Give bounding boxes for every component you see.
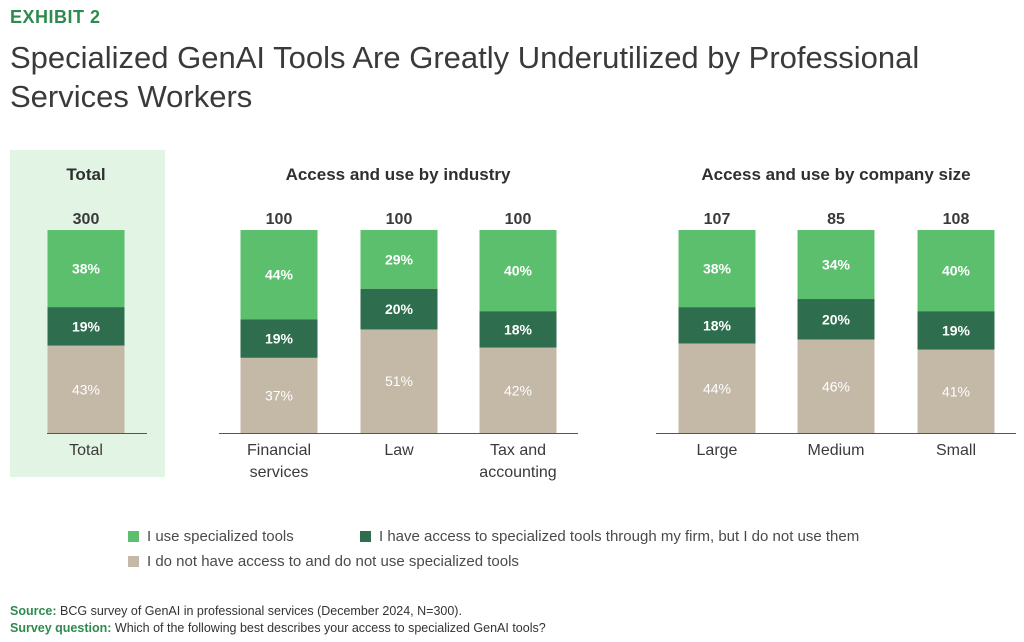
category-label-total: Total (69, 442, 103, 459)
category-label-law: Law (384, 442, 414, 459)
category-label-medium: Medium (808, 442, 865, 459)
data-label-tax-and-accounting-2: 42% (504, 382, 532, 398)
bar-segment-large-2 (678, 343, 756, 433)
bar-segment-small-1 (917, 311, 995, 350)
bar-segment-financial-services-0 (240, 230, 318, 320)
survey-question-line: Survey question: Which of the following … (10, 620, 546, 637)
legend-label-use: I use specialized tools (147, 528, 294, 545)
bar-segment-large-0 (678, 230, 756, 308)
bar-segment-law-2 (360, 329, 438, 433)
data-label-large-1: 18% (703, 317, 732, 333)
exhibit-label: EXHIBIT 2 (10, 7, 101, 27)
legend-swatch-no-access (128, 556, 139, 567)
source-text: BCG survey of GenAI in professional serv… (60, 604, 462, 618)
data-label-tax-and-accounting-0: 40% (504, 263, 533, 279)
n-label-financial-services: 100 (266, 211, 293, 228)
data-label-small-0: 40% (942, 263, 971, 279)
data-label-small-1: 19% (942, 322, 971, 338)
legend-label-access-no-use: I have access to specialized tools throu… (379, 528, 860, 545)
data-label-tax-and-accounting-1: 18% (504, 321, 533, 337)
bar-segment-total-0 (47, 230, 125, 308)
data-label-law-2: 51% (385, 373, 413, 389)
legend-swatch-access-no-use (360, 531, 371, 542)
survey-question-label: Survey question: (10, 621, 112, 635)
group-title-access-and-use-by-company-size: Access and use by company size (701, 165, 970, 184)
source-line: Source: BCG survey of GenAI in professio… (10, 603, 546, 620)
data-label-small-2: 41% (942, 383, 970, 399)
legend-item-no-access: I do not have access to and do not use s… (128, 553, 519, 570)
chart-title: Specialized GenAI Tools Are Greatly Unde… (10, 40, 920, 114)
bar-segment-total-2 (47, 345, 125, 433)
legend-swatch-use (128, 531, 139, 542)
legend-item-access-no-use: I have access to specialized tools throu… (360, 528, 859, 545)
n-label-total: 300 (73, 211, 100, 228)
data-label-total-0: 38% (72, 261, 101, 277)
category-label-large: Large (697, 442, 738, 459)
bar-segment-financial-services-1 (240, 319, 318, 358)
legend-item-use: I use specialized tools (128, 528, 294, 545)
group-title-access-and-use-by-industry: Access and use by industry (286, 165, 511, 184)
data-label-law-1: 20% (385, 301, 414, 317)
bar-segment-large-1 (678, 307, 756, 344)
bar-segment-total-1 (47, 307, 125, 346)
group-title-total: Total (66, 165, 105, 184)
data-label-total-1: 19% (72, 318, 101, 334)
n-label-law: 100 (386, 211, 413, 228)
category-label-small: Small (936, 442, 976, 459)
data-label-medium-1: 20% (822, 311, 851, 327)
bar-segment-tax-and-accounting-0 (479, 230, 557, 312)
n-label-small: 108 (943, 211, 970, 228)
n-label-medium: 85 (827, 211, 845, 228)
bar-segment-law-0 (360, 230, 438, 289)
data-label-large-0: 38% (703, 261, 732, 277)
category-label-tax-and-accounting: Tax and accounting (479, 442, 556, 481)
data-label-financial-services-0: 44% (265, 267, 294, 283)
data-label-total-2: 43% (72, 381, 100, 397)
bar-segment-medium-2 (797, 339, 875, 433)
n-label-large: 107 (704, 211, 731, 228)
bar-segment-tax-and-accounting-1 (479, 311, 557, 348)
legend-label-no-access: I do not have access to and do not use s… (147, 553, 519, 570)
data-label-financial-services-2: 37% (265, 387, 293, 403)
data-label-large-2: 44% (703, 380, 731, 396)
survey-question-text: Which of the following best describes yo… (114, 621, 546, 635)
bar-segment-small-2 (917, 349, 995, 433)
data-label-medium-2: 46% (822, 378, 850, 394)
data-label-law-0: 29% (385, 251, 414, 267)
n-label-tax-and-accounting: 100 (505, 211, 532, 228)
bar-segment-small-0 (917, 230, 995, 312)
category-label-financial-services: Financial services (247, 442, 311, 481)
bar-segment-tax-and-accounting-2 (479, 347, 557, 433)
bar-segment-medium-1 (797, 299, 875, 340)
data-label-financial-services-1: 19% (265, 331, 294, 347)
bar-segment-medium-0 (797, 230, 875, 300)
bar-segment-law-1 (360, 288, 438, 330)
data-label-medium-0: 34% (822, 257, 851, 273)
footer: Source: BCG survey of GenAI in professio… (10, 603, 546, 637)
bar-segment-financial-services-2 (240, 357, 318, 433)
source-label: Source: (10, 604, 57, 618)
